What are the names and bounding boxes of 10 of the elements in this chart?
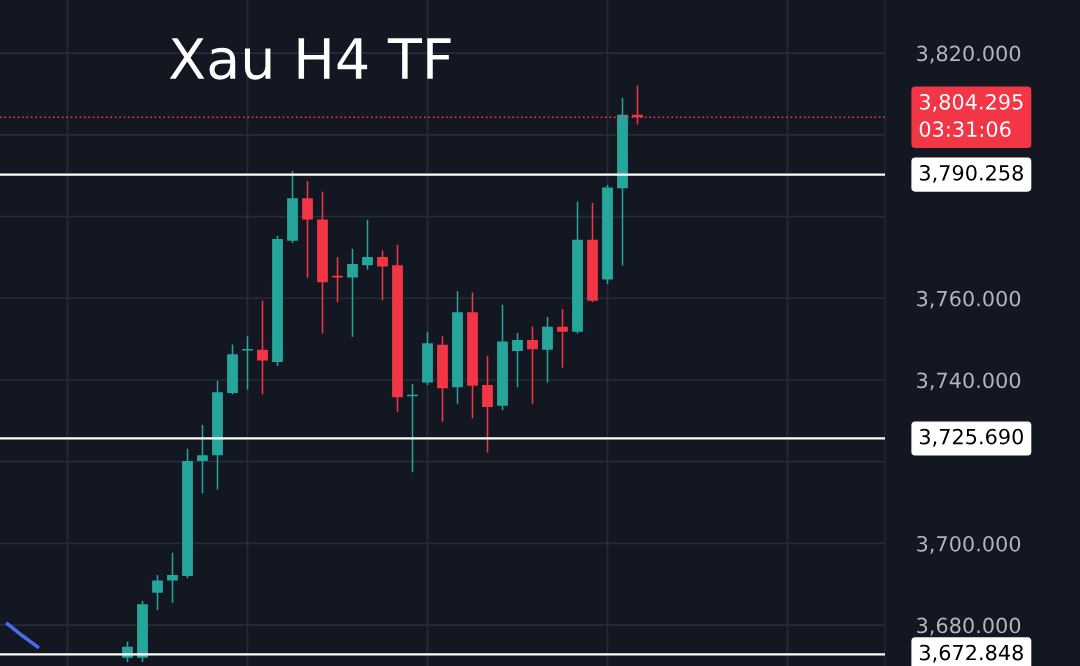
ref-line-label: 3,672.848 (919, 644, 1023, 663)
y-tick-label: 3,700.000 (917, 535, 1021, 554)
y-tick-label: 3,740.000 (917, 372, 1021, 391)
ref-line-label: 3,725.690 (919, 428, 1023, 447)
ref-line-label: 3,790.258 (919, 164, 1023, 183)
text: Xau H4 TF (169, 38, 451, 80)
ref-line-label: 3,804.295 03:31:06 (919, 93, 1023, 137)
y-tick-label: 3,760.000 (917, 290, 1021, 309)
y-tick-label: 3,820.000 (917, 45, 1021, 64)
y-tick-label: 3,680.000 (917, 617, 1021, 636)
